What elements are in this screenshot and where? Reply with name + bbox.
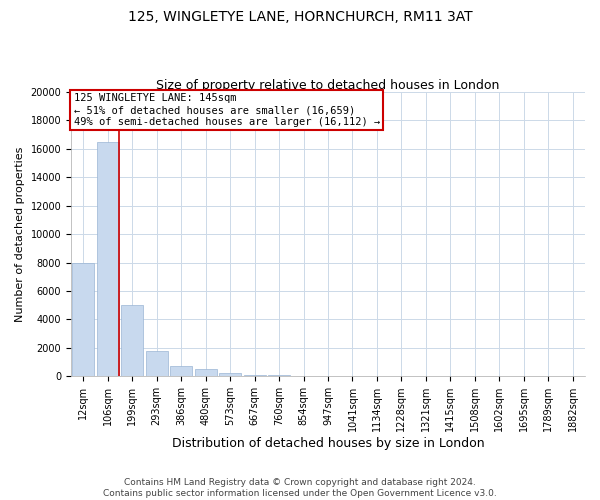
Bar (97, 142, 119, 376)
Title: Size of property relative to detached houses in London: Size of property relative to detached ho… (157, 79, 500, 92)
Bar (146, 350, 168, 376)
Text: 125, WINGLETYE LANE, HORNCHURCH, RM11 3AT: 125, WINGLETYE LANE, HORNCHURCH, RM11 3A… (128, 10, 472, 24)
Bar (219, 374, 241, 376)
Bar (170, 366, 192, 376)
Text: 125 WINGLETYE LANE: 145sqm
← 51% of detached houses are smaller (16,659)
49% of : 125 WINGLETYE LANE: 145sqm ← 51% of deta… (74, 94, 380, 126)
X-axis label: Distribution of detached houses by size in London: Distribution of detached houses by size … (172, 437, 484, 450)
Bar (121, 305, 143, 376)
Text: Contains HM Land Registry data © Crown copyright and database right 2024.
Contai: Contains HM Land Registry data © Crown c… (103, 478, 497, 498)
Y-axis label: Number of detached properties: Number of detached properties (15, 146, 25, 322)
Bar (72, 262, 94, 376)
Bar (244, 374, 266, 376)
Bar (194, 370, 217, 376)
Bar (268, 375, 290, 376)
